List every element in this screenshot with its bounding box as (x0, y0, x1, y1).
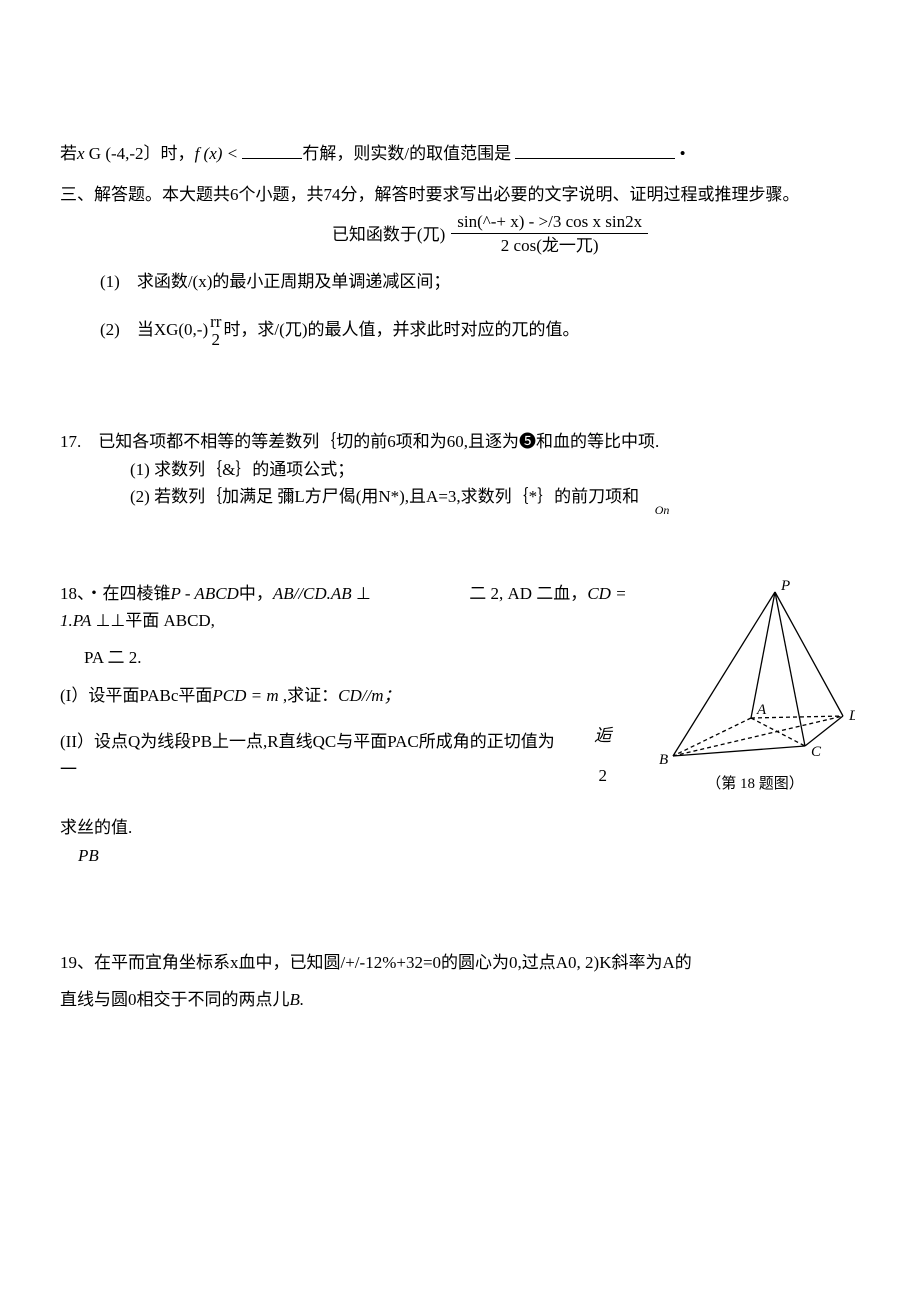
q18-perp2: ⊥ (96, 611, 111, 630)
q19-l2: 直线与圆0相交于不同的两点儿B. (60, 986, 860, 1013)
q15-line: 若x G (-4,-2〕时，f (x) < 冇解，则实数/的取值范围是 • (60, 140, 860, 167)
q18-figure-wrap: P A B C D （第 18 题图） (650, 580, 860, 796)
q18-bq-italic: PB (78, 842, 650, 869)
q18-figure: P A B C D (655, 580, 855, 770)
q18-figcap: （第 18 题图） (650, 772, 860, 796)
q18-perp1: ⊥ (356, 584, 371, 603)
q18-head-b: 中， (239, 584, 273, 603)
svg-text:C: C (811, 744, 822, 760)
svg-text:P: P (780, 580, 790, 594)
q18-tan-top: 逅 (594, 727, 611, 745)
q15-prefix: 若 (60, 144, 77, 163)
q15-blank1 (242, 143, 302, 159)
q18-line2: PA 二 2. (60, 644, 650, 671)
q18-block: 18、・在四棱锥P ‐ ABCD中，AB//CD.AB ⊥ 二 2, AD 二血… (60, 580, 860, 869)
section3-heading: 三、解答题。本大题共6个小题，共74分，解答时要求写出必要的文字说明、证明过程或… (60, 181, 860, 208)
svg-text:B: B (659, 752, 668, 768)
q18-tan-stack: 逅 2 (594, 727, 611, 785)
q17-p2-italic: On (639, 501, 669, 520)
q16-numerator: sin(^-+ x) - >/3 cos x sin2x (451, 212, 648, 233)
q15-x: x (77, 144, 85, 163)
q16-lhs: 已知函数于(兀) (332, 221, 445, 248)
q18-tail: ⊥平面 ABCD, (110, 611, 215, 630)
q16-p2b: 时，求/(兀)的最人值，并求此时对应的兀的值。 (223, 320, 579, 339)
q18-pcdm: PCD = m (212, 686, 278, 705)
q18-I: (I）设平面PABc平面PCD = m ,求证：CD//m； (60, 682, 650, 709)
q17-p2: (2) 若数列｛加满足 彌L方尸偈(用N*),且A=3,求数列｛*｝的前刀项和 … (60, 483, 860, 520)
q15-dot: • (680, 144, 686, 163)
q17-p2-text: (2) 若数列｛加满足 彌L方尸偈(用N*),且A=3,求数列｛*｝的前刀项和 (130, 487, 639, 506)
svg-text:D: D (848, 708, 855, 724)
q16-stack-bot: 2 (210, 331, 221, 349)
q19-l1: 19、在平而宜角坐标系x血中，已知圆/+/-12%+32=0的圆心为0,过点A0… (60, 949, 860, 976)
q15-mid: 冇解，则实数/的取值范围是 (302, 144, 515, 163)
q18-text-col: 18、・在四棱锥P ‐ ABCD中，AB//CD.AB ⊥ 二 2, AD 二血… (60, 580, 650, 869)
q19-B: B. (290, 990, 305, 1009)
q18-II: (II）设点Q为线段PB上一点,R直线QC与平面PAC所成角的正切值为一 (60, 728, 570, 782)
q18-abcd: AB//CD.AB (273, 584, 352, 603)
q16-denominator: 2 cos(龙一兀) (451, 234, 648, 258)
q15-in: G (-4,-2〕时， (85, 144, 195, 163)
q18-I-a: (I）设平面PABc平面 (60, 686, 212, 705)
q16-p2a: (2) 当XG(0,-) (100, 320, 208, 339)
q16-stack-top: rr (210, 313, 221, 331)
q18-bq-line: 求丝的值. (60, 818, 132, 837)
q16-fraction: sin(^-+ x) - >/3 cos x sin2x 2 cos(龙一兀) (451, 212, 648, 257)
q15-fx: f (x) < (195, 144, 243, 163)
q17-head: 17. 已知各项都不相等的等差数列｛切的前6项和为60,且逐为❺和血的等比中项. (60, 428, 860, 455)
q18-cdm: CD//m； (338, 686, 400, 705)
q18-head-a: 18、・在四棱锥 (60, 584, 171, 603)
q16-function-row: 已知函数于(兀) sin(^-+ x) - >/3 cos x sin2x 2 … (60, 212, 860, 257)
svg-text:A: A (756, 702, 767, 718)
q18-pabcd: P ‐ ABCD (171, 584, 239, 603)
q18-head: 18、・在四棱锥P ‐ ABCD中，AB//CD.AB ⊥ 二 2, AD 二血… (60, 580, 650, 634)
q19-l2-text: 直线与圆0相交于不同的两点儿 (60, 990, 290, 1009)
q16-p2: (2) 当XG(0,-)rr2时，求/(兀)的最人值，并求此时对应的兀的值。 (60, 313, 860, 349)
q18-I-b: ,求证： (279, 686, 339, 705)
q16-stack: rr2 (210, 313, 221, 349)
q18-II-row: (II）设点Q为线段PB上一点,R直线QC与平面PAC所成角的正切值为一 逅 2 (60, 727, 650, 785)
q18-midgap: 二 2, AD 二血， (469, 584, 587, 603)
q15-blank2 (515, 143, 675, 159)
q18-bq: 求丝的值. PB (60, 814, 650, 868)
q16-p1: (1) 求函数/(x)的最小正周期及单调递减区间； (60, 268, 860, 295)
q17-p1: (1) 求数列｛&｝的通项公式； (60, 456, 860, 483)
q18-tan-bot: 2 (594, 767, 611, 785)
